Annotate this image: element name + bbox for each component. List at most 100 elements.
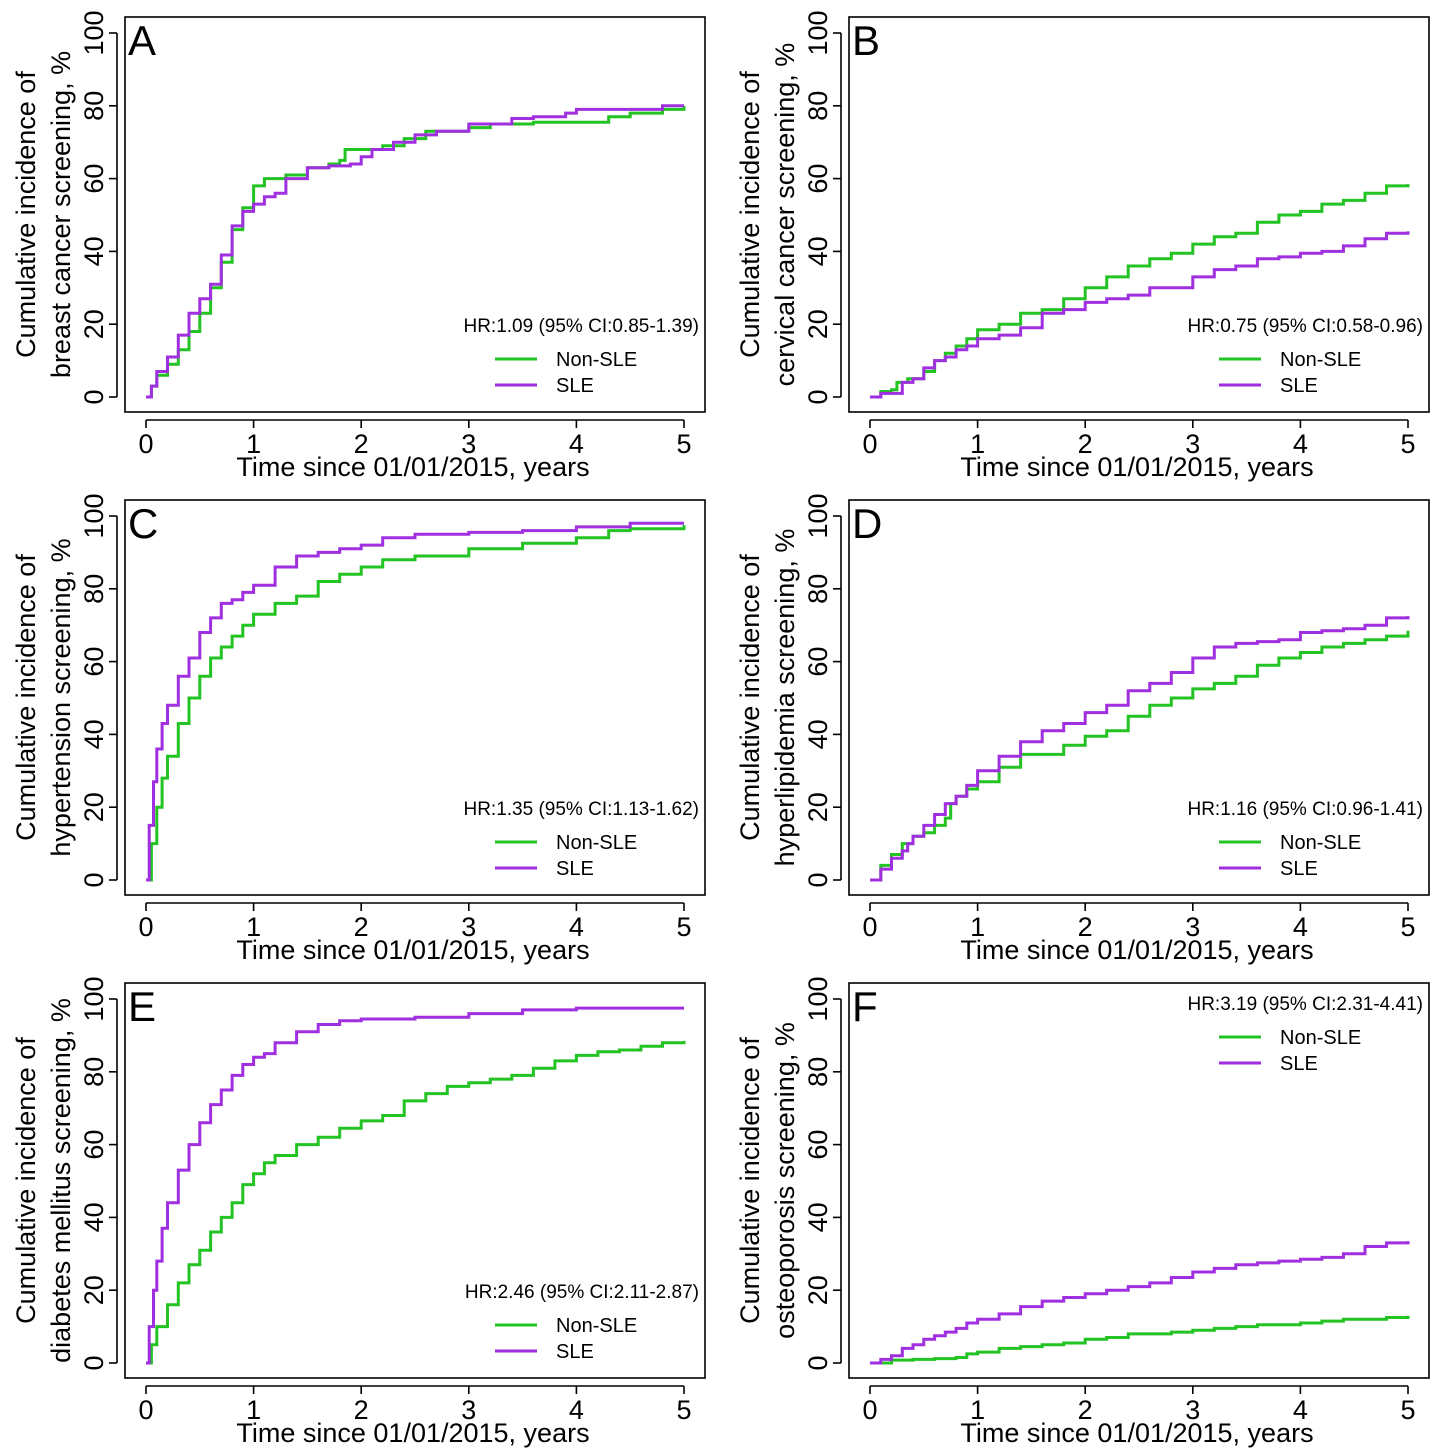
x-tick-label: 0 — [138, 1395, 153, 1425]
y-tick-label: 0 — [79, 872, 109, 887]
panel-letter: C — [128, 500, 158, 547]
x-tick-label: 4 — [1293, 1395, 1308, 1425]
legend-label-non-sle: Non-SLE — [556, 1315, 637, 1337]
y-axis-title-line1: Cumulative incidence of — [11, 1037, 41, 1324]
y-tick-label: 40 — [79, 1202, 109, 1232]
x-axis-title: Time since 01/01/2015, years — [960, 452, 1313, 482]
panel-A: 0 1 2 3 4 5 0 20 40 60 80 100 Time since 01/01/2015,… — [11, 10, 706, 482]
hazard-ratio-annotation: HR:1.09 (95% CI:0.85-1.39) — [463, 316, 699, 337]
y-tick-label: 80 — [79, 91, 109, 121]
curve-sle — [870, 616, 1410, 882]
x-tick-label: 1 — [246, 912, 261, 942]
legend-label-non-sle: Non-SLE — [556, 349, 637, 371]
x-tick-label: 1 — [246, 1395, 261, 1425]
y-tick-label: 20 — [803, 309, 833, 339]
y-tick-label: 100 — [79, 10, 109, 55]
x-axis-title: Time since 01/01/2015, years — [236, 1418, 589, 1448]
legend-label-sle: SLE — [556, 858, 594, 880]
x-tick-label: 5 — [1400, 912, 1415, 942]
y-axis-title-line1: Cumulative incidence of — [11, 71, 41, 358]
hazard-ratio-annotation: HR:1.35 (95% CI:1.13-1.62) — [463, 799, 699, 820]
x-tick-label: 2 — [1078, 912, 1093, 942]
y-tick-label: 40 — [803, 719, 833, 749]
curve-non-sle — [146, 525, 686, 882]
panel-E: 0 1 2 3 4 5 0 20 40 60 80 100 Time since 01/01/2015,… — [11, 976, 706, 1448]
y-axis-title-line1: Cumulative incidence of — [11, 554, 41, 841]
curve-sle — [146, 104, 684, 399]
x-tick-label: 3 — [461, 1395, 476, 1425]
y-axis-title-line2: osteoporosis screening, % — [770, 1022, 800, 1339]
panel-letter: E — [128, 983, 156, 1030]
y-tick-label: 60 — [803, 647, 833, 677]
y-tick-label: 100 — [803, 10, 833, 55]
x-tick-label: 4 — [1293, 429, 1308, 459]
x-axis-title: Time since 01/01/2015, years — [236, 452, 589, 482]
panel-letter: B — [852, 17, 880, 64]
x-axis-title: Time since 01/01/2015, years — [236, 935, 589, 965]
hazard-ratio-annotation: HR:2.46 (95% CI:2.11-2.87) — [465, 1282, 699, 1303]
x-tick-label: 2 — [354, 1395, 369, 1425]
x-tick-label: 2 — [354, 429, 369, 459]
y-tick-label: 0 — [79, 1355, 109, 1370]
y-tick-label: 80 — [803, 574, 833, 604]
x-tick-label: 5 — [676, 1395, 691, 1425]
y-tick-label: 60 — [79, 1130, 109, 1160]
x-tick-label: 5 — [676, 429, 691, 459]
y-axis-title-line2: hypertension screening, % — [46, 538, 76, 856]
y-tick-label: 80 — [79, 1057, 109, 1087]
x-axis-title: Time since 01/01/2015, years — [960, 935, 1313, 965]
x-tick-label: 4 — [569, 1395, 584, 1425]
x-tick-label: 1 — [246, 429, 261, 459]
plot-frame — [848, 982, 1430, 1379]
y-tick-label: 20 — [79, 1275, 109, 1305]
curve-sle — [146, 1006, 684, 1365]
panel-letter: D — [852, 500, 882, 547]
y-axis-title-line2: cervical cancer screening, % — [770, 43, 800, 387]
x-tick-label: 1 — [970, 429, 985, 459]
y-axis-title-line2: breast cancer screening, % — [46, 51, 76, 378]
y-tick-label: 100 — [79, 493, 109, 538]
plot-frame — [848, 499, 1430, 896]
y-tick-label: 100 — [803, 493, 833, 538]
y-tick-label: 20 — [79, 309, 109, 339]
y-tick-label: 100 — [79, 976, 109, 1021]
x-tick-label: 5 — [1400, 1395, 1415, 1425]
x-tick-label: 3 — [461, 912, 476, 942]
y-tick-label: 0 — [803, 872, 833, 887]
legend-label-sle: SLE — [556, 375, 594, 397]
y-axis-title-line1: Cumulative incidence of — [735, 554, 765, 841]
curve-non-sle — [870, 630, 1410, 882]
y-axis-title-line2: hyperlipidemia screening, % — [770, 529, 800, 867]
y-tick-label: 40 — [79, 719, 109, 749]
y-axis-title-line1: Cumulative incidence of — [735, 71, 765, 358]
y-tick-label: 40 — [803, 236, 833, 266]
hazard-ratio-annotation: HR:1.16 (95% CI:0.96-1.41) — [1187, 799, 1423, 820]
x-tick-label: 3 — [461, 429, 476, 459]
plot-frame — [848, 16, 1430, 413]
curve-non-sle — [146, 1040, 686, 1365]
plot-frame — [124, 16, 706, 413]
x-tick-label: 4 — [569, 912, 584, 942]
x-tick-label: 4 — [1293, 912, 1308, 942]
x-tick-label: 0 — [862, 912, 877, 942]
x-tick-label: 3 — [1185, 429, 1200, 459]
legend-label-non-sle: Non-SLE — [1280, 349, 1361, 371]
legend-label-non-sle: Non-SLE — [1280, 1027, 1361, 1049]
panel-B: 0 1 2 3 4 5 0 20 40 60 80 100 Time since 01/01/2015,… — [735, 10, 1430, 482]
y-tick-label: 0 — [803, 1355, 833, 1370]
x-tick-label: 3 — [1185, 1395, 1200, 1425]
x-tick-label: 0 — [138, 912, 153, 942]
y-tick-label: 0 — [803, 389, 833, 404]
y-tick-label: 20 — [79, 792, 109, 822]
panel-letter: F — [852, 983, 878, 1030]
x-tick-label: 0 — [862, 1395, 877, 1425]
x-tick-label: 5 — [1400, 429, 1415, 459]
legend-label-sle: SLE — [1280, 375, 1318, 397]
curve-non-sle — [146, 105, 686, 399]
y-tick-label: 80 — [803, 91, 833, 121]
panel-F: 0 1 2 3 4 5 0 20 40 60 80 100 Time since 01/01/2015,… — [735, 976, 1430, 1448]
y-tick-label: 80 — [79, 574, 109, 604]
x-tick-label: 2 — [354, 912, 369, 942]
y-tick-label: 40 — [79, 236, 109, 266]
x-tick-label: 3 — [1185, 912, 1200, 942]
